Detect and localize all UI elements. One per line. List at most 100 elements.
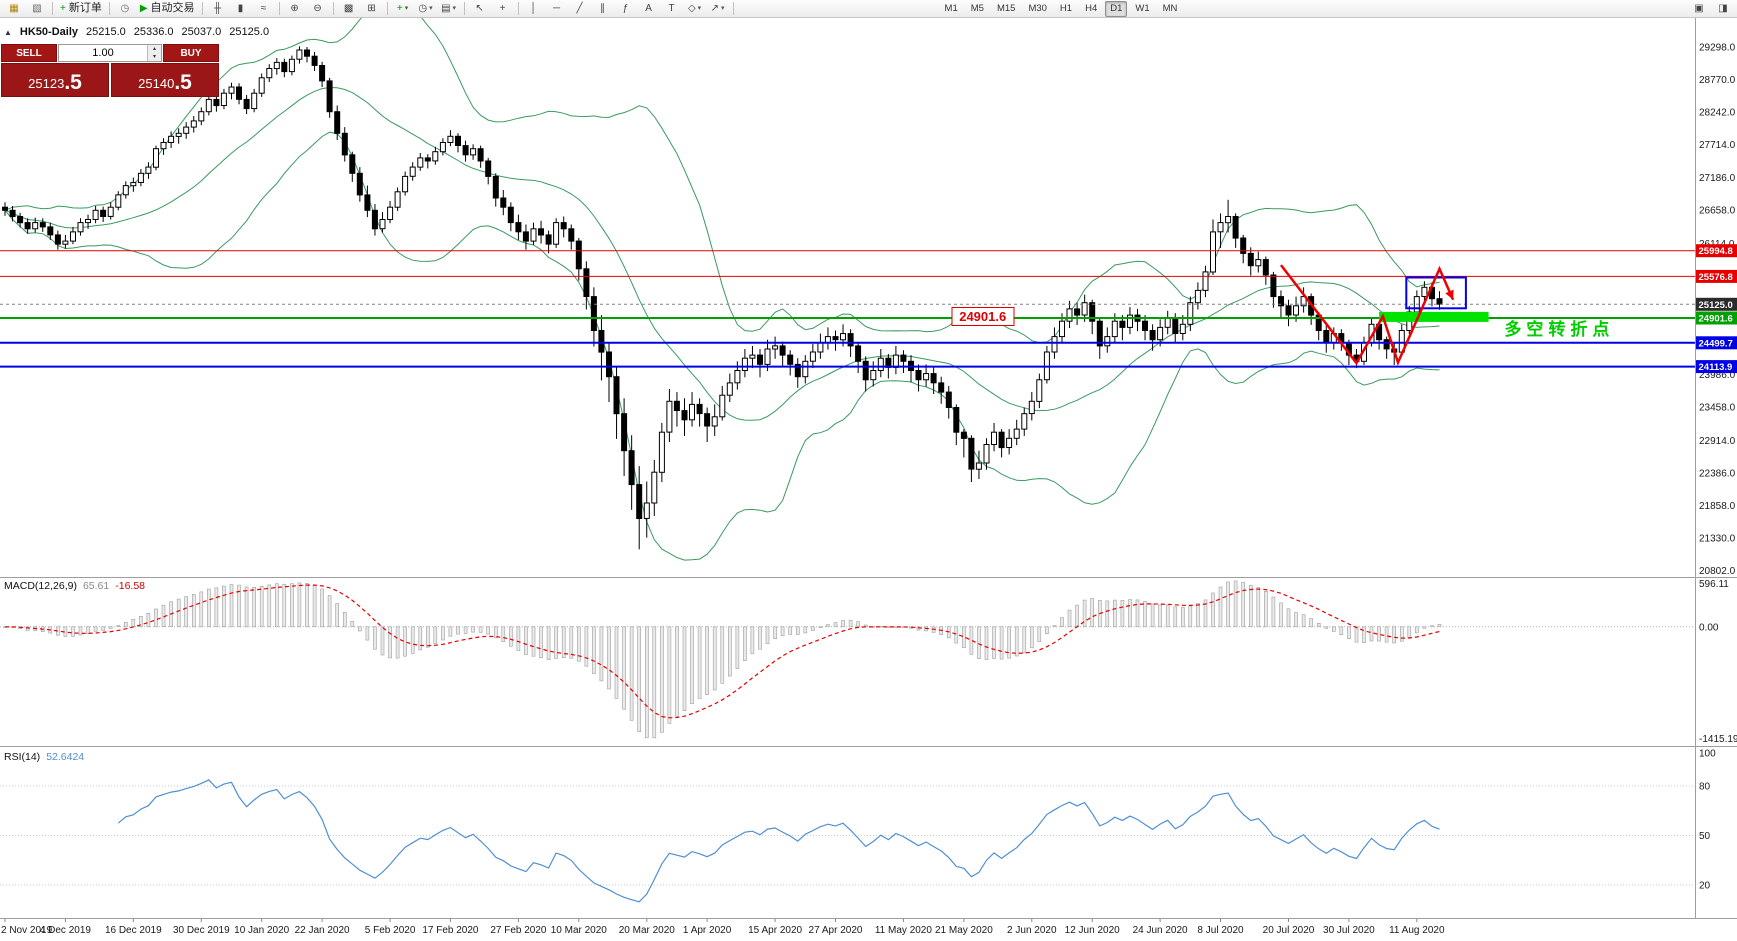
candle (749, 345, 756, 369)
candle (349, 151, 356, 182)
candle (930, 367, 937, 394)
timeframe-d1[interactable]: D1 (1105, 0, 1128, 17)
profiles-icon[interactable]: ▧ (32, 2, 42, 14)
chart-canvas[interactable]: 29298.0 28770.0 28242.0 27714.0 27186.0 26658… (0, 18, 1737, 941)
buy-price-button[interactable]: 25140 .5 (111, 63, 219, 97)
candle (689, 392, 695, 427)
new-chart-icon[interactable]: ▦ (9, 2, 19, 14)
timeframe-w1[interactable]: W1 (1135, 3, 1150, 14)
new-order-button[interactable]: + 新订单 (60, 2, 102, 14)
sell-price-pips: .5 (64, 71, 82, 95)
timeframes-menu-icon[interactable]: ◷ ▾ (418, 2, 433, 14)
candle (455, 133, 461, 153)
cursor-icon[interactable]: ↖ (475, 2, 484, 14)
tile-windows-icon[interactable]: ▩ (343, 2, 354, 14)
one-click-panel-toggle[interactable]: ▲ (4, 27, 12, 37)
rsi-axis-label: 100 (1699, 749, 1716, 760)
candle (1089, 299, 1096, 335)
candle (802, 355, 809, 384)
candle (296, 46, 303, 64)
candle (115, 191, 122, 211)
equidistant-channel-icon[interactable]: ∥ (600, 2, 606, 14)
candle (817, 333, 824, 359)
timeframe-h4[interactable]: H4 (1085, 3, 1098, 14)
candle (85, 214, 91, 229)
buy-button[interactable]: BUY (163, 44, 219, 62)
candle (1006, 429, 1013, 455)
text-icon[interactable]: A (645, 2, 652, 14)
date-label: 15 Apr 2020 (748, 925, 802, 936)
sell-button[interactable]: SELL (1, 44, 57, 62)
zoom-out-icon[interactable]: ⊖ (313, 2, 322, 14)
candle (462, 140, 469, 162)
bollinger-lower-band (4, 131, 1440, 561)
cascade-windows-icon[interactable]: ⊞ (367, 2, 376, 14)
price-level-callout[interactable]: 24901.6 (951, 307, 1015, 327)
candle (824, 327, 831, 350)
candlestick-series (2, 46, 1443, 550)
toolbar-separator (278, 2, 280, 15)
fibonacci-icon[interactable]: ƒ (622, 2, 629, 14)
date-label: 11 May 2020 (875, 925, 933, 936)
candle (590, 287, 597, 347)
candle (432, 146, 439, 165)
horizontal-lines[interactable] (0, 250, 1695, 368)
candle (1096, 318, 1103, 359)
candle (983, 438, 990, 470)
history-center-icon[interactable]: ◷ (120, 2, 130, 14)
candle (417, 153, 424, 171)
candle (1285, 299, 1292, 327)
vertical-line-icon[interactable]: │ (530, 2, 537, 14)
candle (1013, 419, 1020, 446)
candle (711, 404, 718, 436)
candle (1270, 271, 1277, 308)
price-axis-label: 29298.0 (1699, 43, 1736, 54)
candle (515, 214, 522, 240)
panels-icon[interactable]: ◨ (1718, 2, 1728, 14)
zigzag-arrow[interactable] (1280, 264, 1455, 366)
templates-icon[interactable]: ▤ ▾ (441, 2, 457, 14)
text-label-icon[interactable]: T (668, 2, 675, 14)
one-click-trading-panel: SELL ▴ ▾ BUY 25123 .5 25140 .5 (1, 44, 219, 97)
panel-separators (0, 18, 1737, 919)
turning-point-label[interactable]: 多空转折点 (1504, 319, 1615, 339)
candle (968, 435, 975, 483)
auto-trading-button[interactable]: ▶ 自动交易 (139, 2, 195, 14)
sell-price-button[interactable]: 25123 .5 (1, 63, 109, 97)
indicators-icon[interactable]: + ▾ (396, 2, 409, 14)
bar-chart-icon[interactable]: ╫ (214, 2, 222, 14)
line-chart-icon[interactable]: ≈ (260, 2, 267, 14)
toolbar-separator (732, 2, 734, 15)
volume-decrease-button[interactable]: ▾ (148, 53, 161, 61)
trendline-icon[interactable]: ╱ (576, 2, 583, 14)
rsi-title: RSI(14) (4, 751, 41, 763)
volume-increase-button[interactable]: ▴ (148, 45, 161, 53)
candlestick-icon[interactable]: ▮ (237, 2, 244, 14)
candle (137, 169, 144, 187)
candle (757, 349, 763, 378)
ohlc-close: 25125.0 (229, 26, 270, 38)
support-highlight-bar[interactable] (1379, 311, 1489, 322)
candle (553, 218, 560, 248)
horizontal-line-icon[interactable]: ─ (553, 2, 561, 14)
timeframe-h1[interactable]: H1 (1059, 3, 1073, 14)
shapes-icon[interactable]: ◇ ▾ (687, 2, 702, 14)
timeframe-m30[interactable]: M30 (1028, 3, 1047, 14)
timeframe-mn[interactable]: MN (1162, 3, 1178, 14)
zoom-in-icon[interactable]: ⊕ (290, 2, 299, 14)
price-axis-label: 27186.0 (1699, 173, 1736, 184)
fullscreen-icon[interactable]: ▣ (1694, 2, 1704, 14)
timeframe-m15[interactable]: M15 (996, 3, 1016, 14)
candle (439, 138, 446, 156)
timeframe-m1[interactable]: M1 (944, 3, 958, 14)
date-label: 20 Jul 2020 (1263, 925, 1315, 936)
candle (1247, 247, 1254, 276)
candle (1179, 315, 1186, 341)
rsi-label: RSI(14) 52.6424 (4, 751, 84, 763)
chart-annotations[interactable] (1280, 264, 1489, 366)
crosshair-icon[interactable]: + (499, 2, 506, 14)
candle (447, 130, 454, 147)
timeframe-m5[interactable]: M5 (970, 3, 984, 14)
volume-input[interactable] (59, 45, 147, 61)
arrows-icon[interactable]: ↗ ▾ (710, 2, 725, 14)
